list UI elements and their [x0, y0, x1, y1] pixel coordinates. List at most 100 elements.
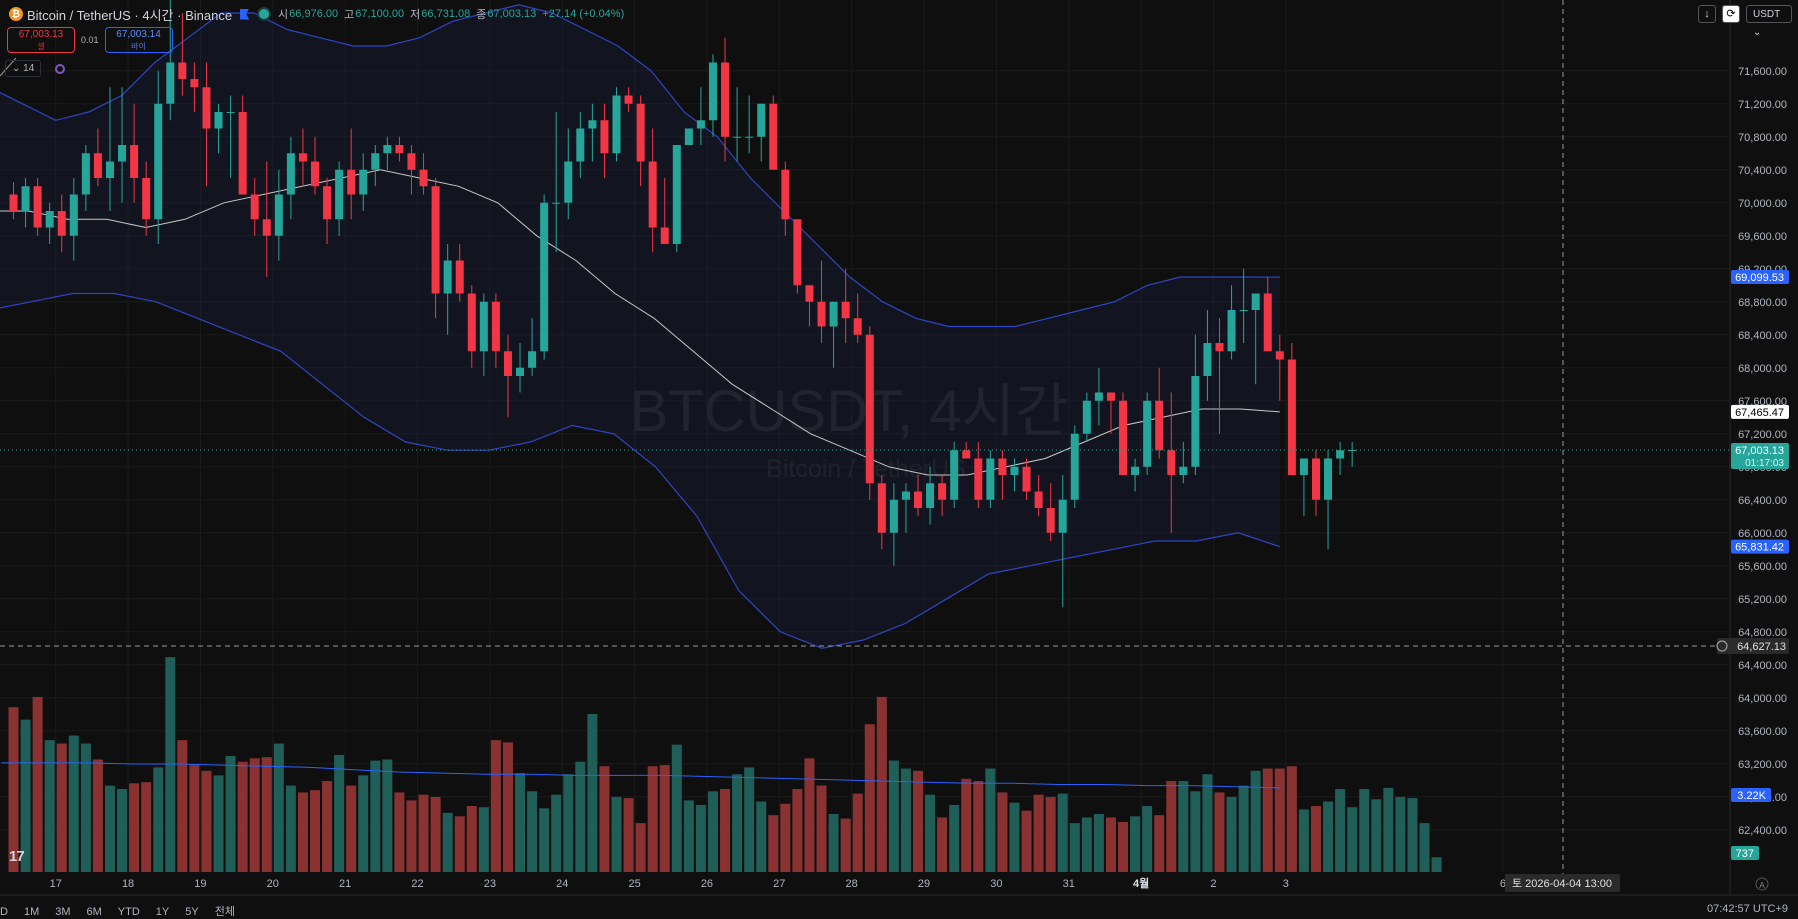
candle-body: [588, 120, 597, 129]
add-alert-icon[interactable]: [1716, 640, 1728, 652]
auto-scale-button[interactable]: [1755, 877, 1769, 891]
price-axis: 71,600.00 71,200.00 70,800.00 70,400.00 70,0…: [1716, 0, 1789, 895]
candle-body: [745, 136, 754, 138]
volume-bar: [1202, 774, 1213, 872]
candle-body: [660, 227, 669, 244]
candle: [69, 178, 78, 261]
candle-body: [298, 153, 307, 162]
volume-bar: [20, 719, 31, 872]
time-tick-label: 4월: [1133, 876, 1149, 890]
candle-body: [757, 103, 766, 137]
volume-bar: [635, 823, 646, 872]
volume-bar: [1118, 821, 1129, 872]
candle-body: [612, 95, 621, 154]
symbol-title[interactable]: Bitcoin / TetherUS · 4시간 · Binance: [27, 7, 233, 23]
candle-body: [178, 62, 187, 79]
volume-bar: [1033, 794, 1044, 872]
ohlc-close-value: 67,003.13: [487, 8, 537, 20]
candle-body: [817, 301, 826, 327]
candle-body: [57, 211, 66, 236]
price-change: +27.14 (+0.04%): [542, 8, 625, 20]
buy-button[interactable]: 67,003.14 바이: [104, 27, 173, 53]
volume-bar: [539, 808, 550, 872]
candle-body: [142, 178, 151, 220]
candle-body: [986, 458, 995, 500]
currency-select[interactable]: USDT ⌄: [1746, 5, 1792, 38]
candle-body: [1143, 400, 1152, 467]
range-7[interactable]: 전체: [214, 906, 235, 918]
volume-bar: [1166, 781, 1177, 872]
candle: [1287, 343, 1296, 475]
range-4[interactable]: YTD: [117, 906, 140, 918]
sync-icon[interactable]: ⟳: [1722, 5, 1740, 23]
candle-body: [323, 186, 332, 220]
flag-icon[interactable]: [240, 8, 250, 20]
grid: [0, 0, 1730, 872]
candle-body: [974, 458, 983, 500]
candle-body: [540, 202, 549, 352]
candle-body: [696, 120, 705, 129]
range-1[interactable]: 1M: [23, 906, 40, 918]
indicator-visibility-icon[interactable]: [55, 63, 66, 74]
ohlc-open-value: 66,976.00: [289, 8, 339, 20]
indicators-collapse-button[interactable]: ⌄ 14: [5, 60, 42, 77]
range-2[interactable]: 3M: [55, 906, 71, 918]
tradingview-logo[interactable]: 17: [9, 848, 25, 865]
candle: [745, 95, 754, 154]
time-tick-label: 23: [484, 878, 496, 890]
volume-bar: [297, 792, 308, 872]
volume-bar: [8, 707, 19, 872]
candle-body: [901, 491, 910, 500]
candle: [1324, 450, 1333, 550]
candle-body: [407, 153, 416, 170]
volume-bar: [1021, 810, 1032, 872]
candle: [974, 442, 983, 508]
volume-bar: [816, 785, 827, 872]
candle: [286, 136, 295, 220]
ohlc-open-label: 시: [278, 9, 289, 21]
volume-ma-badge-bg: [1731, 788, 1771, 802]
candle-body: [479, 301, 488, 352]
candle: [1046, 483, 1055, 541]
range-0[interactable]: D: [0, 906, 8, 918]
range-3[interactable]: 6M: [86, 906, 102, 918]
volume-bar: [768, 815, 779, 872]
volume-ma-line: [1, 762, 1280, 789]
range-selector: D 1M 3M 6M YTD 1Y 5Y 전체: [0, 903, 251, 919]
candle-body: [1106, 392, 1115, 401]
volume-bar: [261, 757, 272, 872]
crosshair-price-bg: [1717, 638, 1789, 655]
ohlc-high-label: 고: [344, 9, 355, 21]
download-icon[interactable]: ↓: [1698, 5, 1716, 23]
volume-bar: [334, 754, 345, 872]
candle-body: [335, 169, 344, 220]
candle-body: [1348, 450, 1357, 452]
candle-body: [311, 161, 319, 187]
candle: [660, 178, 669, 244]
candle-body: [926, 483, 935, 508]
candle-body: [503, 351, 512, 376]
volume-bar: [346, 785, 357, 872]
candle-body: [1311, 458, 1320, 500]
range-5[interactable]: 1Y: [155, 906, 170, 918]
volume-bar: [213, 775, 224, 872]
candle-body: [998, 458, 1007, 475]
volume-bar: [1250, 770, 1261, 872]
candle: [938, 475, 947, 517]
volume-bar: [502, 742, 513, 872]
volume-bar: [828, 814, 839, 872]
price-tick-label: 67,600.00: [1738, 396, 1787, 408]
range-6[interactable]: 5Y: [185, 906, 199, 918]
bollinger-lower-line: [0, 292, 1280, 649]
clock[interactable]: 07:42:57 UTC+9: [1706, 903, 1788, 915]
candle: [950, 442, 959, 508]
volume-bar: [406, 800, 417, 872]
price-badge-label: 67,465.47: [1735, 407, 1784, 419]
candle-body: [467, 293, 476, 352]
candle-body: [491, 301, 500, 352]
volume-bar: [44, 740, 55, 872]
candle: [733, 87, 742, 162]
candle-body: [781, 169, 790, 220]
sell-button[interactable]: 67,003.13 셀: [7, 27, 75, 53]
